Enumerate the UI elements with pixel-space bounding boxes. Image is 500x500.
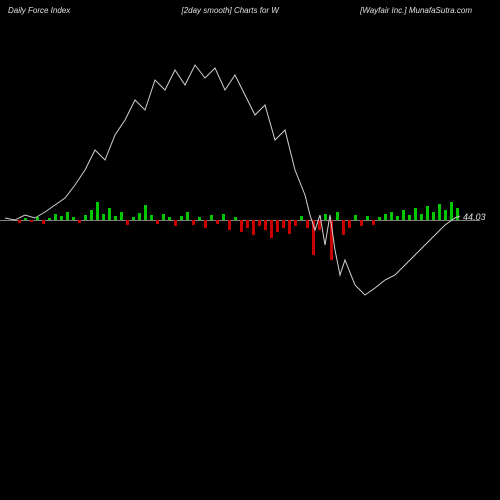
force-bar: [432, 212, 435, 220]
force-bar: [96, 202, 99, 220]
header-company-label: [Wayfair Inc.] MunafaSutra.com: [360, 6, 492, 15]
force-bar: [246, 220, 249, 228]
force-bar: [348, 220, 351, 228]
force-bar: [396, 216, 399, 220]
force-bar: [372, 220, 375, 225]
force-bar: [138, 213, 141, 220]
price-label: 44.03: [463, 212, 486, 222]
force-bar: [168, 217, 171, 220]
force-bar: [444, 210, 447, 220]
force-bar: [276, 220, 279, 232]
force-bar: [264, 220, 267, 230]
chart-header: Daily Force Index [2day smooth] Charts f…: [0, 6, 500, 15]
force-bar: [270, 220, 273, 238]
force-bar: [144, 205, 147, 220]
force-bar: [342, 220, 345, 235]
force-bar: [450, 202, 453, 220]
force-bar: [54, 214, 57, 220]
chart-area: [0, 20, 460, 480]
force-bar: [330, 220, 333, 260]
force-bar: [210, 215, 213, 220]
force-bar: [180, 216, 183, 220]
force-bar: [216, 220, 219, 224]
force-bar: [360, 220, 363, 226]
force-bar: [426, 206, 429, 220]
force-bar: [324, 214, 327, 220]
force-bar: [72, 217, 75, 220]
force-bar: [228, 220, 231, 230]
force-bar: [390, 212, 393, 220]
force-bar: [384, 214, 387, 220]
force-bar: [108, 208, 111, 220]
force-bar: [60, 216, 63, 220]
force-bar: [48, 218, 51, 220]
force-bar: [300, 216, 303, 220]
force-bar: [234, 217, 237, 220]
force-bar: [378, 217, 381, 220]
force-bar: [162, 214, 165, 220]
force-bar: [306, 220, 309, 228]
force-bar: [420, 214, 423, 220]
force-bar: [288, 220, 291, 234]
force-bar: [282, 220, 285, 228]
force-bar: [456, 208, 459, 220]
force-bar: [174, 220, 177, 226]
force-bar: [42, 220, 45, 224]
force-bar: [318, 220, 321, 230]
force-bar: [150, 215, 153, 220]
force-bar: [24, 218, 27, 220]
force-bar: [414, 208, 417, 220]
force-index-bars: [0, 20, 460, 480]
force-bar: [366, 216, 369, 220]
header-chart-title: [2day smooth] Charts for W: [70, 6, 360, 15]
force-bar: [222, 214, 225, 220]
force-bar: [36, 217, 39, 220]
force-bar: [120, 212, 123, 220]
force-bar: [114, 216, 117, 220]
force-bar: [192, 220, 195, 225]
force-bar: [402, 210, 405, 220]
force-bar: [252, 220, 255, 235]
force-bar: [18, 220, 21, 223]
force-bar: [312, 220, 315, 255]
force-bar: [78, 220, 81, 223]
force-bar: [354, 215, 357, 220]
force-bar: [408, 215, 411, 220]
force-bar: [198, 217, 201, 220]
force-bar: [438, 204, 441, 220]
force-bar: [132, 217, 135, 220]
force-bar: [240, 220, 243, 232]
force-bar: [294, 220, 297, 226]
force-bar: [336, 212, 339, 220]
header-index-label: Daily Force Index: [8, 6, 70, 15]
force-bar: [30, 220, 33, 222]
force-bar: [126, 220, 129, 225]
force-bar: [90, 210, 93, 220]
force-bar: [258, 220, 261, 226]
force-bar: [186, 212, 189, 220]
force-bar: [156, 220, 159, 224]
force-bar: [204, 220, 207, 228]
force-bar: [84, 215, 87, 220]
force-bar: [66, 212, 69, 220]
force-bar: [102, 214, 105, 220]
